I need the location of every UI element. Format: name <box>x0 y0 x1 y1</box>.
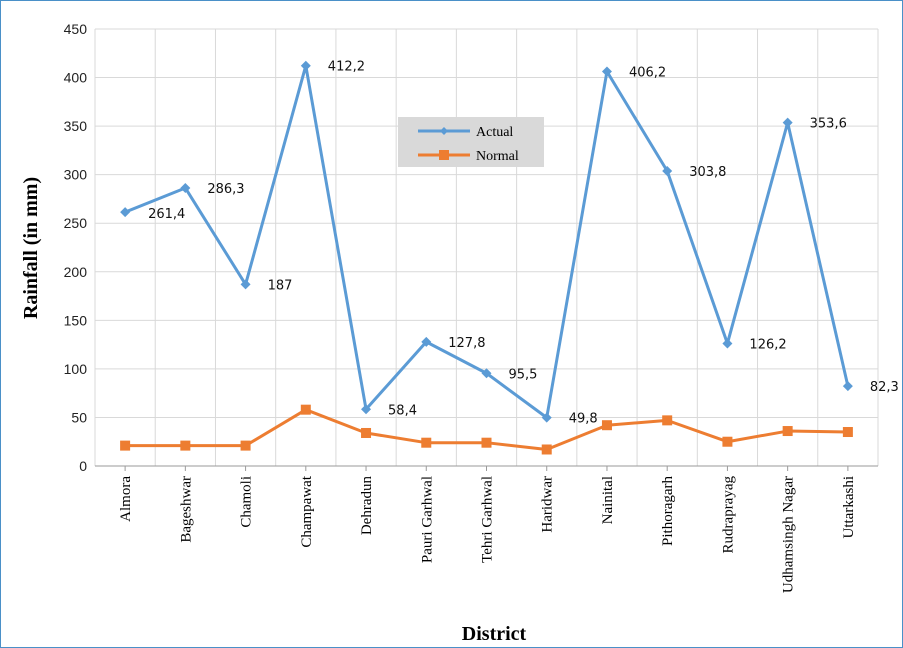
x-tick-label: Chamoli <box>239 476 255 528</box>
data-point-actual <box>601 66 612 77</box>
legend-box <box>398 117 544 167</box>
y-tick-label: 250 <box>64 215 88 231</box>
data-point-actual <box>180 182 191 193</box>
legend-marker-actual <box>440 127 448 135</box>
y-tick-label: 150 <box>64 312 88 328</box>
data-label-actual: 412,2 <box>328 60 365 75</box>
y-tick-label: 450 <box>64 21 88 37</box>
data-label-actual: 126,2 <box>749 337 786 352</box>
data-point-normal <box>662 415 673 426</box>
data-label-actual: 127,8 <box>448 336 485 351</box>
data-point-actual <box>481 368 492 379</box>
data-point-actual <box>300 60 311 71</box>
data-point-actual <box>662 165 673 176</box>
data-point-actual <box>120 207 131 218</box>
data-point-normal <box>481 437 492 448</box>
y-axis-ticks: 0 50 100 150 200 250 300 350 400 450 <box>64 21 88 474</box>
data-point-actual <box>361 404 372 415</box>
x-tick-label: Udhamsingh Nagar <box>781 476 797 593</box>
data-point-normal <box>421 437 432 448</box>
x-tick-label: Pauri Garhwal <box>419 476 435 563</box>
x-axis-title: District <box>462 623 527 645</box>
y-tick-label: 350 <box>64 118 88 134</box>
legend-label-normal: Normal <box>476 149 519 164</box>
legend: Actual Normal <box>398 117 544 167</box>
data-label-actual: 49,8 <box>569 412 598 427</box>
x-tick-label: Haridwar <box>540 476 556 533</box>
x-tick-label: Tehri Garhwal <box>480 476 496 563</box>
data-point-normal <box>782 426 793 437</box>
data-point-normal <box>361 427 372 438</box>
data-point-normal <box>300 404 311 415</box>
data-point-normal <box>240 440 251 451</box>
data-label-actual: 95,5 <box>509 367 538 382</box>
x-tick-label: Champawat <box>299 475 315 547</box>
series-group <box>120 60 853 455</box>
x-axis-ticks: Almora Bageshwar Chamoli Champawat Dehradun P… <box>118 466 857 593</box>
data-point-normal <box>722 436 733 447</box>
data-labels: 261,4 286,3 187 412,2 58,4 127,8 95,5 49,8 406,2… <box>148 60 899 427</box>
data-label-actual: 187 <box>268 278 293 293</box>
x-tick-label: Dehradun <box>359 476 375 536</box>
data-point-normal <box>180 440 191 451</box>
data-label-actual: 286,3 <box>207 182 244 197</box>
legend-marker-normal <box>439 150 449 160</box>
gridlines <box>94 28 879 467</box>
data-point-actual <box>722 338 733 349</box>
data-point-normal <box>541 444 552 455</box>
y-tick-label: 0 <box>79 458 87 474</box>
data-point-actual <box>842 381 853 392</box>
data-point-actual <box>421 336 432 347</box>
data-label-actual: 303,8 <box>689 165 726 180</box>
data-point-normal <box>842 427 853 438</box>
data-label-actual: 406,2 <box>629 66 666 81</box>
x-tick-label: Bageshwar <box>178 476 194 543</box>
data-point-actual <box>240 279 251 290</box>
data-label-actual: 58,4 <box>388 403 417 418</box>
data-label-actual: 82,3 <box>870 380 899 395</box>
y-tick-label: 50 <box>71 409 87 425</box>
data-point-actual <box>541 412 552 423</box>
x-tick-label: Rudraprayag <box>720 476 736 554</box>
data-point-normal <box>601 420 612 431</box>
data-point-actual <box>782 117 793 128</box>
x-tick-label: Pithoragarh <box>660 476 676 546</box>
y-tick-label: 400 <box>64 70 88 86</box>
x-tick-label: Almora <box>118 476 134 522</box>
legend-label-actual: Actual <box>476 125 513 140</box>
x-tick-label: Uttarkashi <box>841 476 857 538</box>
y-axis-title: Rainfall (in mm) <box>20 177 42 319</box>
y-tick-label: 200 <box>64 264 88 280</box>
y-tick-label: 300 <box>64 167 88 183</box>
x-tick-label: Nainital <box>600 476 616 524</box>
data-point-normal <box>120 440 131 451</box>
data-label-actual: 353,6 <box>810 117 847 132</box>
y-tick-label: 100 <box>64 361 88 377</box>
data-label-actual: 261,4 <box>148 207 185 222</box>
